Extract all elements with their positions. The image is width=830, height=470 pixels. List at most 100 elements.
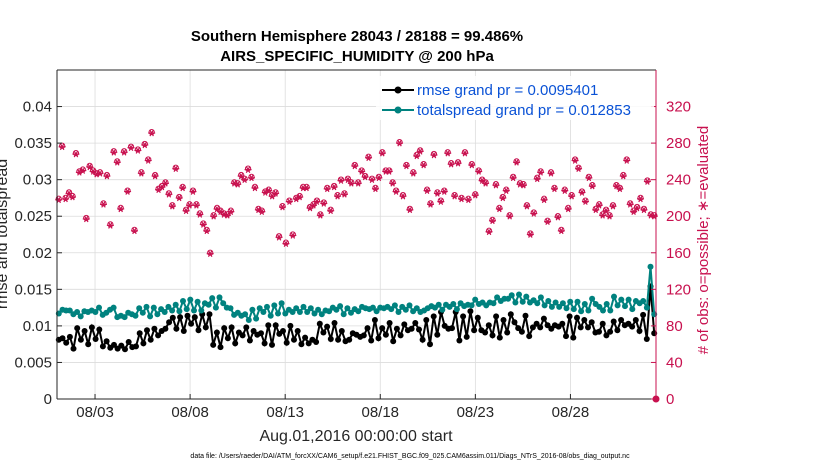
obs-evaluated-point — [564, 204, 572, 213]
legend-box — [376, 76, 654, 120]
obs-possible-circle — [127, 143, 135, 150]
obs-possible-circle — [79, 166, 86, 173]
obs-evaluated-point — [485, 227, 493, 236]
totalspread-point — [139, 309, 146, 316]
totalspread-point — [629, 306, 636, 313]
totalspread-point — [110, 304, 117, 311]
obs-evaluated-point — [595, 201, 603, 209]
obs-asterisk-stroke — [97, 169, 103, 177]
totalspread-point — [468, 302, 475, 309]
x-tick-label: 08/28 — [552, 404, 590, 421]
rmse-point — [408, 325, 415, 332]
obs-possible-circle — [437, 197, 444, 204]
obs-evaluated-point — [502, 186, 510, 194]
obs-possible-circle — [461, 149, 469, 156]
obs-evaluated-point — [626, 200, 634, 208]
rmse-point — [206, 311, 213, 318]
obs-asterisk-stroke — [579, 189, 585, 196]
obs-possible-circle — [375, 173, 382, 180]
rmse-point — [313, 339, 320, 345]
obs-possible-circle — [520, 181, 527, 188]
totalspread-point — [289, 309, 296, 315]
obs-evaluated-point — [210, 212, 218, 220]
obs-evaluated-point — [313, 197, 321, 205]
chart-title: Southern Hemisphere 28043 / 28188 = 99.4… — [191, 28, 523, 45]
x-axis-label: Aug.01,2016 00:00:00 start — [259, 428, 453, 445]
obs-possible-circle — [200, 220, 207, 227]
rmse-point — [232, 340, 239, 347]
rmse-point — [125, 339, 132, 345]
totalspread-point — [249, 306, 256, 313]
obs-possible-circle — [565, 204, 572, 212]
totalspread-point — [647, 263, 654, 270]
obs-possible-circle — [503, 186, 510, 193]
obs-evaluated-point — [199, 220, 207, 228]
rmse-point — [122, 346, 128, 353]
rmse-point — [147, 336, 154, 343]
obs-possible-circle — [141, 140, 148, 148]
obs-possible-circle — [606, 212, 613, 219]
totalspread-point — [541, 302, 548, 309]
obs-possible-circle — [148, 128, 155, 136]
rmse-point — [173, 325, 180, 332]
obs-evaluated-point — [278, 202, 286, 211]
obs-possible-circle — [344, 175, 351, 182]
obs-asterisk-stroke — [366, 154, 371, 162]
obs-evaluated-point — [196, 210, 204, 218]
obs-asterisk-stroke — [469, 161, 475, 169]
obs-asterisk-stroke — [548, 169, 554, 177]
rmse-point — [504, 329, 511, 336]
totalspread-point — [552, 299, 559, 306]
totalspread-point — [523, 293, 530, 300]
obs-asterisk-stroke — [497, 205, 502, 213]
obs-evaluated-point — [134, 146, 142, 154]
obs-asterisk-stroke — [534, 175, 540, 183]
obs-asterisk-stroke — [424, 187, 430, 194]
obs-asterisk-stroke — [438, 198, 444, 205]
totalspread-point — [132, 312, 139, 319]
obs-asterisk-stroke — [132, 227, 137, 235]
y-grid-lines — [57, 106, 656, 363]
rmse-point — [412, 320, 419, 326]
obs-evaluated-point — [330, 182, 338, 191]
plot-frame — [56, 69, 657, 400]
totalspread-point — [66, 307, 73, 314]
obs-evaluated-point — [55, 195, 63, 204]
obs-possible-circle — [403, 161, 410, 169]
obs-asterisk-stroke — [214, 205, 220, 213]
obs-asterisk-stroke — [111, 148, 117, 156]
rmse-point — [540, 315, 547, 322]
rmse-point — [474, 314, 481, 321]
obs-asterisk-stroke — [586, 174, 592, 182]
obs-asterisk-stroke — [238, 172, 244, 180]
totalspread-point — [282, 310, 289, 317]
totalspread-point — [435, 301, 442, 308]
rmse-series — [55, 283, 658, 353]
obs-possible-circle — [358, 167, 365, 174]
obs-possible-circle — [165, 190, 172, 197]
totalspread-series — [55, 263, 658, 323]
rmse-point — [430, 313, 437, 320]
obs-asterisk-stroke — [204, 227, 210, 235]
obs-asterisk-stroke — [90, 168, 96, 175]
legend-spread-label: totalspread grand pr = 0.012853 — [417, 102, 631, 119]
obs-possible-circle — [609, 202, 617, 209]
obs-asterisk-stroke — [624, 157, 630, 164]
obs-possible-circle — [544, 217, 551, 224]
obs-asterisk-stroke — [462, 149, 468, 157]
obs-evaluated-point — [192, 201, 200, 209]
obs-evaluated-point — [526, 230, 534, 238]
obs-possible-circle — [596, 201, 603, 208]
rmse-point — [581, 317, 588, 323]
obs-evaluated-point — [544, 217, 552, 226]
rmse-point — [529, 324, 536, 331]
totalspread-point — [537, 294, 544, 301]
rmse-point — [81, 328, 88, 334]
rmse-point — [136, 330, 143, 337]
obs-evaluated-point — [389, 179, 397, 187]
obs-possible-circle — [413, 151, 420, 159]
obs-asterisk-stroke — [173, 165, 179, 173]
obs-asterisk-stroke — [528, 231, 533, 238]
rmse-point — [467, 308, 474, 315]
rmse-point — [632, 317, 639, 323]
